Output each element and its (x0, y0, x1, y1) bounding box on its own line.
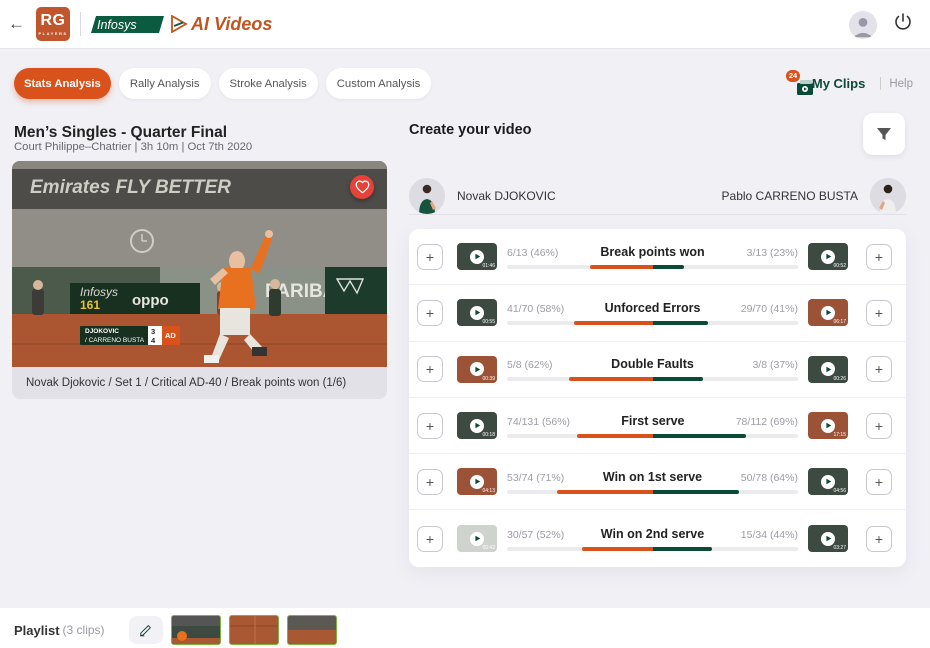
svg-text:Emirates FLY BETTER: Emirates FLY BETTER (30, 177, 231, 198)
svg-text:3: 3 (151, 327, 155, 336)
svg-text:161: 161 (80, 298, 100, 312)
svg-text:DJOKOVIC: DJOKOVIC (85, 328, 119, 335)
svg-text:oppo: oppo (132, 292, 169, 309)
svg-text:Infosys: Infosys (97, 18, 137, 32)
svg-text:/ CARRENO BUSTA: / CARRENO BUSTA (85, 337, 145, 344)
svg-text:AD: AD (165, 331, 176, 340)
svg-text:Infosys: Infosys (80, 285, 118, 299)
